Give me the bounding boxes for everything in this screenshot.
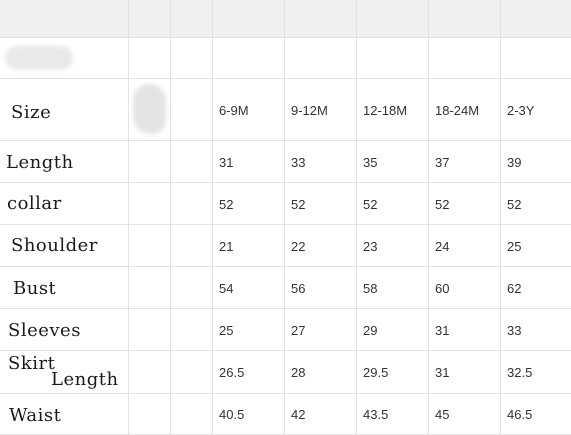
- table-cell: 31: [219, 155, 234, 170]
- row-label-length-continued: Length: [51, 369, 119, 390]
- row-label-waist: Waist: [9, 405, 62, 426]
- table-cell: 32.5: [507, 365, 533, 380]
- table-cell: 35: [363, 155, 378, 170]
- table-cell: 24: [435, 239, 450, 254]
- row-divider: [0, 393, 571, 394]
- row-label-length: Length: [6, 152, 74, 173]
- size-header-cell: 9-12M: [291, 103, 328, 118]
- table-cell: 52: [363, 197, 378, 212]
- table-cell: 21: [219, 239, 234, 254]
- column-divider: [428, 0, 429, 435]
- table-cell: 52: [291, 197, 306, 212]
- table-cell: 26.5: [219, 365, 245, 380]
- column-divider: [170, 0, 171, 435]
- table-cell: 22: [291, 239, 306, 254]
- row-divider: [0, 266, 571, 267]
- table-cell: 31: [435, 323, 450, 338]
- table-cell: 23: [363, 239, 378, 254]
- table-cell: 33: [291, 155, 306, 170]
- row-divider: [0, 140, 571, 141]
- table-cell: 29: [363, 323, 378, 338]
- column-divider: [284, 0, 285, 435]
- table-cell: 40.5: [219, 407, 245, 422]
- size-header-cell: 18-24M: [435, 103, 480, 118]
- table-cell: 37: [435, 155, 450, 170]
- table-cell: 54: [219, 281, 234, 296]
- table-cell: 52: [507, 197, 522, 212]
- table-cell: 29.5: [363, 365, 389, 380]
- table-cell: 58: [363, 281, 378, 296]
- row-divider: [0, 78, 571, 79]
- column-divider: [212, 0, 213, 435]
- row-divider: [0, 224, 571, 225]
- table-cell: 45: [435, 407, 450, 422]
- table-cell: 52: [219, 197, 234, 212]
- table-cell: 52: [435, 197, 450, 212]
- blurred-redaction: [5, 46, 73, 70]
- row-label-sleeves: Sleeves: [8, 320, 81, 341]
- table-cell: 25: [219, 323, 234, 338]
- row-label-bust: Bust: [13, 278, 57, 299]
- row-divider: [0, 308, 571, 309]
- table-cell: 39: [507, 155, 522, 170]
- column-divider: [356, 0, 357, 435]
- table-cell: 42: [291, 407, 306, 422]
- size-header-cell: 2-3Y: [507, 103, 535, 118]
- size-header-cell: 6-9M: [219, 103, 249, 118]
- row-label-skirt: Skirt: [8, 353, 56, 374]
- table-cell: 43.5: [363, 407, 389, 422]
- table-cell: 27: [291, 323, 306, 338]
- size-header-cell: 12-18M: [363, 103, 408, 118]
- blurred-redaction: [133, 84, 166, 134]
- spreadsheet-header-row: [0, 0, 571, 37]
- row-divider: [0, 182, 571, 183]
- table-cell: 28: [291, 365, 306, 380]
- table-cell: 46.5: [507, 407, 533, 422]
- column-divider: [500, 0, 501, 435]
- table-cell: 60: [435, 281, 450, 296]
- column-divider: [128, 0, 129, 435]
- size-header-label: Size: [11, 102, 52, 123]
- table-cell: 25: [507, 239, 522, 254]
- table-cell: 56: [291, 281, 306, 296]
- row-divider: [0, 350, 571, 351]
- row-divider: [0, 37, 571, 38]
- row-label-shoulder: Shoulder: [11, 235, 98, 256]
- table-cell: 33: [507, 323, 522, 338]
- row-label-collar: collar: [7, 193, 62, 214]
- table-cell: 62: [507, 281, 522, 296]
- table-cell: 31: [435, 365, 450, 380]
